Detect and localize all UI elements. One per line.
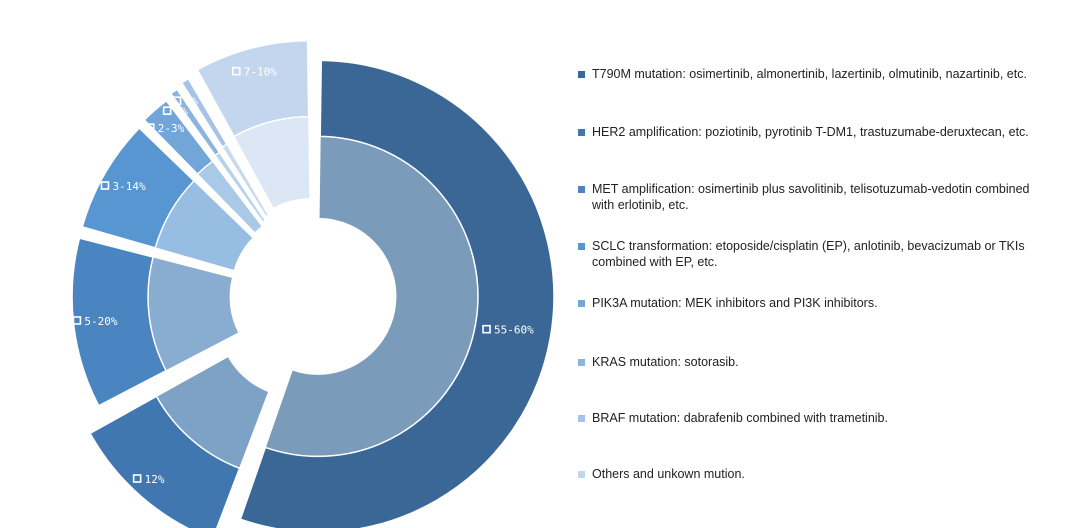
- data-label-text: 2-3%: [158, 122, 185, 135]
- chart-slice-outer-ring: [143, 99, 214, 176]
- legend-label: Others and unkown mution.: [592, 467, 745, 481]
- data-label-marker: [145, 123, 155, 132]
- chart-slices: [71, 39, 555, 528]
- legend-label: KRAS mutation: sotorasib.: [592, 355, 739, 369]
- legend-swatch: [578, 415, 585, 422]
- data-label-marker: [232, 66, 241, 76]
- legend-swatch: [578, 71, 585, 78]
- legend-swatch: [578, 129, 585, 136]
- data-label-text: 12%: [145, 473, 165, 486]
- chart-data-label: 1%: [162, 105, 189, 118]
- chart-slice: [143, 99, 263, 234]
- chart-slice: [169, 88, 266, 223]
- chart-slice: [239, 59, 555, 528]
- legend-label: MET amplification: osimertinib plus savo…: [592, 182, 1030, 212]
- data-label-text: 1%: [185, 95, 199, 108]
- chart-slice-inner-ring: [147, 256, 240, 372]
- chart-slice: [71, 237, 240, 407]
- chart-data-label: 12%: [132, 473, 165, 486]
- chart-data-labels: 55-60% 12% 5-20% 3-14% 2-3% 1%1% 7-10%: [72, 66, 534, 486]
- data-label-text: 5-20%: [84, 315, 117, 328]
- chart-slice-outer-ring: [196, 39, 310, 138]
- chart-slice-outer-ring: [81, 127, 196, 249]
- chart-slice: [89, 355, 270, 528]
- legend-swatch: [578, 243, 585, 250]
- data-label-marker: [132, 474, 142, 483]
- chart-slice: [81, 127, 254, 272]
- legend-label: HER2 amplification: poziotinib, pyrotini…: [592, 125, 1029, 139]
- chart-data-label: 55-60%: [482, 324, 534, 337]
- data-label-text: 7-10%: [244, 66, 277, 79]
- chart-data-label: 3-14%: [100, 180, 146, 193]
- chart-data-label: 1%: [172, 95, 199, 108]
- chart-slice: [180, 77, 269, 218]
- chart-data-label: 5-20%: [72, 315, 118, 328]
- chart-slice-outer-ring: [239, 59, 555, 528]
- legend-label: BRAF mutation: dabrafenib combined with …: [592, 411, 888, 425]
- data-label-text: 3-14%: [112, 180, 145, 193]
- data-label-marker: [172, 96, 182, 105]
- chart-slice-outer-ring: [180, 77, 228, 149]
- chart-data-label: 7-10%: [232, 66, 277, 79]
- chart-slice: [196, 39, 311, 209]
- chart-slice-outer-ring: [89, 395, 241, 528]
- chart-slice-outer-ring: [71, 237, 168, 407]
- data-label-marker: [482, 324, 491, 334]
- data-label-text: 1%: [175, 105, 189, 118]
- data-label-marker: [72, 316, 82, 325]
- legend-swatch: [578, 359, 585, 366]
- chart-slice-outer-ring: [169, 88, 221, 157]
- data-label-marker: [100, 181, 110, 190]
- legend-swatch: [578, 300, 585, 307]
- chart-data-label: 2-3%: [145, 122, 185, 135]
- legend-label: T790M mutation: osimertinib, almonertini…: [592, 67, 1027, 81]
- legend-label: SCLC transformation: etoposide/cisplatin…: [592, 239, 1025, 269]
- legend-swatch: [578, 186, 585, 193]
- legend-swatch: [578, 471, 585, 478]
- data-label-text: 55-60%: [494, 324, 534, 337]
- legend-label: PIK3A mutation: MEK inhibitors and PI3K …: [592, 296, 878, 310]
- data-label-marker: [162, 106, 172, 116]
